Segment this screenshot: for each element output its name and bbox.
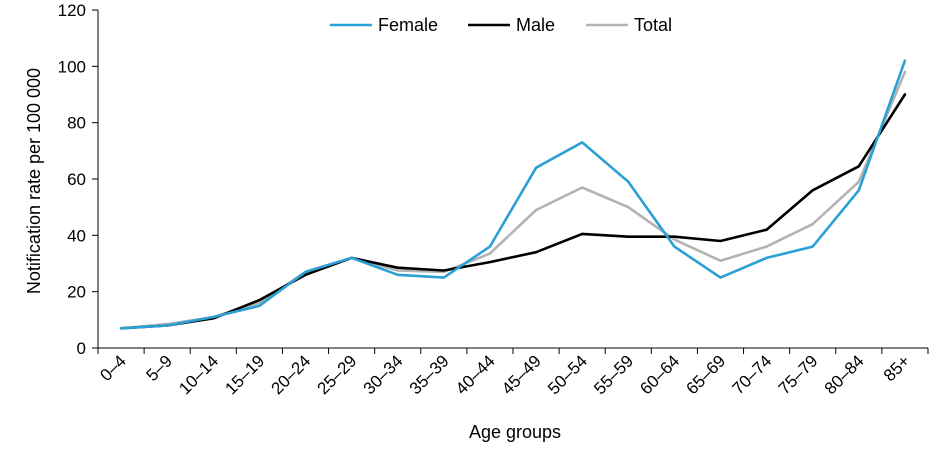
y-tick-label: 20 <box>67 283 86 302</box>
legend-label-male: Male <box>516 15 555 35</box>
y-tick-label: 40 <box>67 226 86 245</box>
x-tick-label: 5–9 <box>142 351 175 384</box>
y-tick-label: 120 <box>58 1 86 20</box>
y-tick-label: 80 <box>67 114 86 133</box>
x-tick-label: 70–74 <box>729 351 776 398</box>
series-lines <box>119 59 907 330</box>
y-tick-label: 100 <box>58 57 86 76</box>
legend-label-total: Total <box>634 15 672 35</box>
x-tick-label: 60–64 <box>636 351 683 398</box>
y-tick-label: 0 <box>77 339 86 358</box>
x-tick-label: 80–84 <box>821 351 868 398</box>
x-tick-label: 20–24 <box>267 351 314 398</box>
series-line-female <box>119 59 907 330</box>
legend: Female Male Total <box>330 15 672 35</box>
legend-label-female: Female <box>378 15 438 35</box>
x-tick-label: 40–44 <box>452 351 499 398</box>
x-tick-label: 55–59 <box>590 351 637 398</box>
y-tick-label: 60 <box>67 170 86 189</box>
series-line-total <box>119 70 907 330</box>
x-tick-label: 35–39 <box>406 351 453 398</box>
y-axis-title: Notification rate per 100 000 <box>24 68 44 294</box>
x-ticks: 0–4 5–9 10–14 15–19 20–24 25–29 30–34 35–39 40–4… <box>96 348 929 398</box>
x-tick-label: 85+ <box>880 351 914 385</box>
x-tick-label: 65–69 <box>682 351 729 398</box>
series-line-male <box>119 93 907 330</box>
axes <box>97 10 928 349</box>
x-tick-label: 75–79 <box>775 351 822 398</box>
x-tick-label: 15–19 <box>221 351 268 398</box>
x-tick-label: 45–49 <box>498 351 545 398</box>
x-tick-label: 50–54 <box>544 351 591 398</box>
x-tick-label: 0–4 <box>96 351 129 384</box>
y-ticks: 0 20 40 60 80 100 120 <box>58 1 98 358</box>
x-axis-title: Age groups <box>469 422 561 442</box>
x-tick-label: 25–29 <box>314 351 361 398</box>
x-tick-label: 30–34 <box>360 351 407 398</box>
x-tick-label: 10–14 <box>175 351 222 398</box>
